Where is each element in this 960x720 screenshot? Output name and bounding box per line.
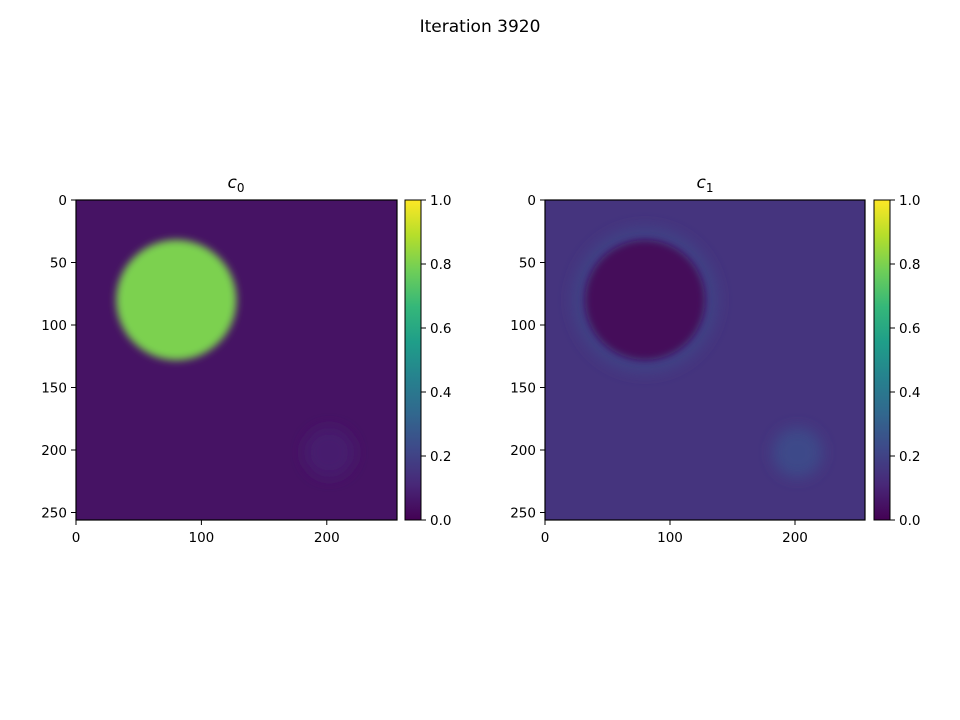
colorbar-tick-label: 1.0 — [899, 193, 920, 209]
colorbar-c0 — [404, 199, 422, 521]
x-tick-label: 100 — [189, 530, 215, 546]
y-tick-label: 100 — [41, 318, 67, 334]
heatmap-background-c1 — [545, 200, 865, 520]
y-tick-label: 250 — [41, 506, 67, 522]
figure-title: Iteration 3920 — [420, 17, 541, 37]
x-tick-label: 200 — [782, 530, 808, 546]
y-tick-label: 150 — [510, 381, 536, 397]
y-tick-label: 0 — [527, 193, 536, 209]
colorbar-tick-label: 0.8 — [430, 257, 451, 273]
colorbar-c1 — [873, 199, 891, 521]
large-disk-c0 — [116, 239, 237, 361]
axes-frame-c0 — [75, 199, 398, 521]
colorbar-tick-label: 0.2 — [899, 449, 920, 465]
y-tick-label: 100 — [510, 318, 536, 334]
y-tick-label: 50 — [50, 256, 67, 272]
colorbar-tick-label: 0.0 — [899, 513, 920, 529]
heatmap-c1 — [545, 200, 865, 520]
panel-title-c0: c0 — [228, 173, 245, 195]
colorbar-axis-c1: 0.0 0.2 0.4 0.6 0.8 1.0 — [890, 193, 920, 529]
y-tick-label: 200 — [41, 443, 67, 459]
small-disk-c0 — [304, 427, 355, 478]
large-disk-c1 — [585, 240, 705, 360]
small-disk-c1 — [772, 427, 823, 478]
y-tick-label: 50 — [519, 256, 536, 272]
x-axis-c1: 0 100 200 — [541, 520, 808, 546]
colorbar-tick-label: 0.0 — [430, 513, 451, 529]
colorbar-tick-label: 1.0 — [430, 193, 451, 209]
heatmap-background-c0 — [76, 200, 397, 520]
heatmap-c0 — [76, 200, 397, 520]
panel-title-c1: c1 — [697, 173, 714, 195]
y-axis-c1: 0 50 100 150 200 250 — [510, 193, 545, 522]
x-tick-label: 200 — [314, 530, 340, 546]
x-tick-label: 0 — [541, 530, 550, 546]
colorbar-axis-c0: 0.0 0.2 0.4 0.6 0.8 1.0 — [421, 193, 451, 529]
x-axis-c0: 0 100 200 — [72, 520, 340, 546]
colorbar-tick-label: 0.4 — [430, 385, 451, 401]
y-tick-label: 0 — [58, 193, 67, 209]
x-tick-label: 0 — [72, 530, 81, 546]
colorbar-tick-label: 0.2 — [430, 449, 451, 465]
axes-frame-c1 — [544, 199, 866, 521]
colorbar-tick-label: 0.6 — [899, 321, 920, 337]
y-tick-label: 150 — [41, 381, 67, 397]
y-tick-label: 250 — [510, 506, 536, 522]
y-tick-label: 200 — [510, 443, 536, 459]
colorbar-tick-label: 0.8 — [899, 257, 920, 273]
y-axis-c0: 0 50 100 150 200 250 — [41, 193, 76, 522]
colorbar-tick-label: 0.6 — [430, 321, 451, 337]
x-tick-label: 100 — [657, 530, 683, 546]
colorbar-tick-label: 0.4 — [899, 385, 920, 401]
